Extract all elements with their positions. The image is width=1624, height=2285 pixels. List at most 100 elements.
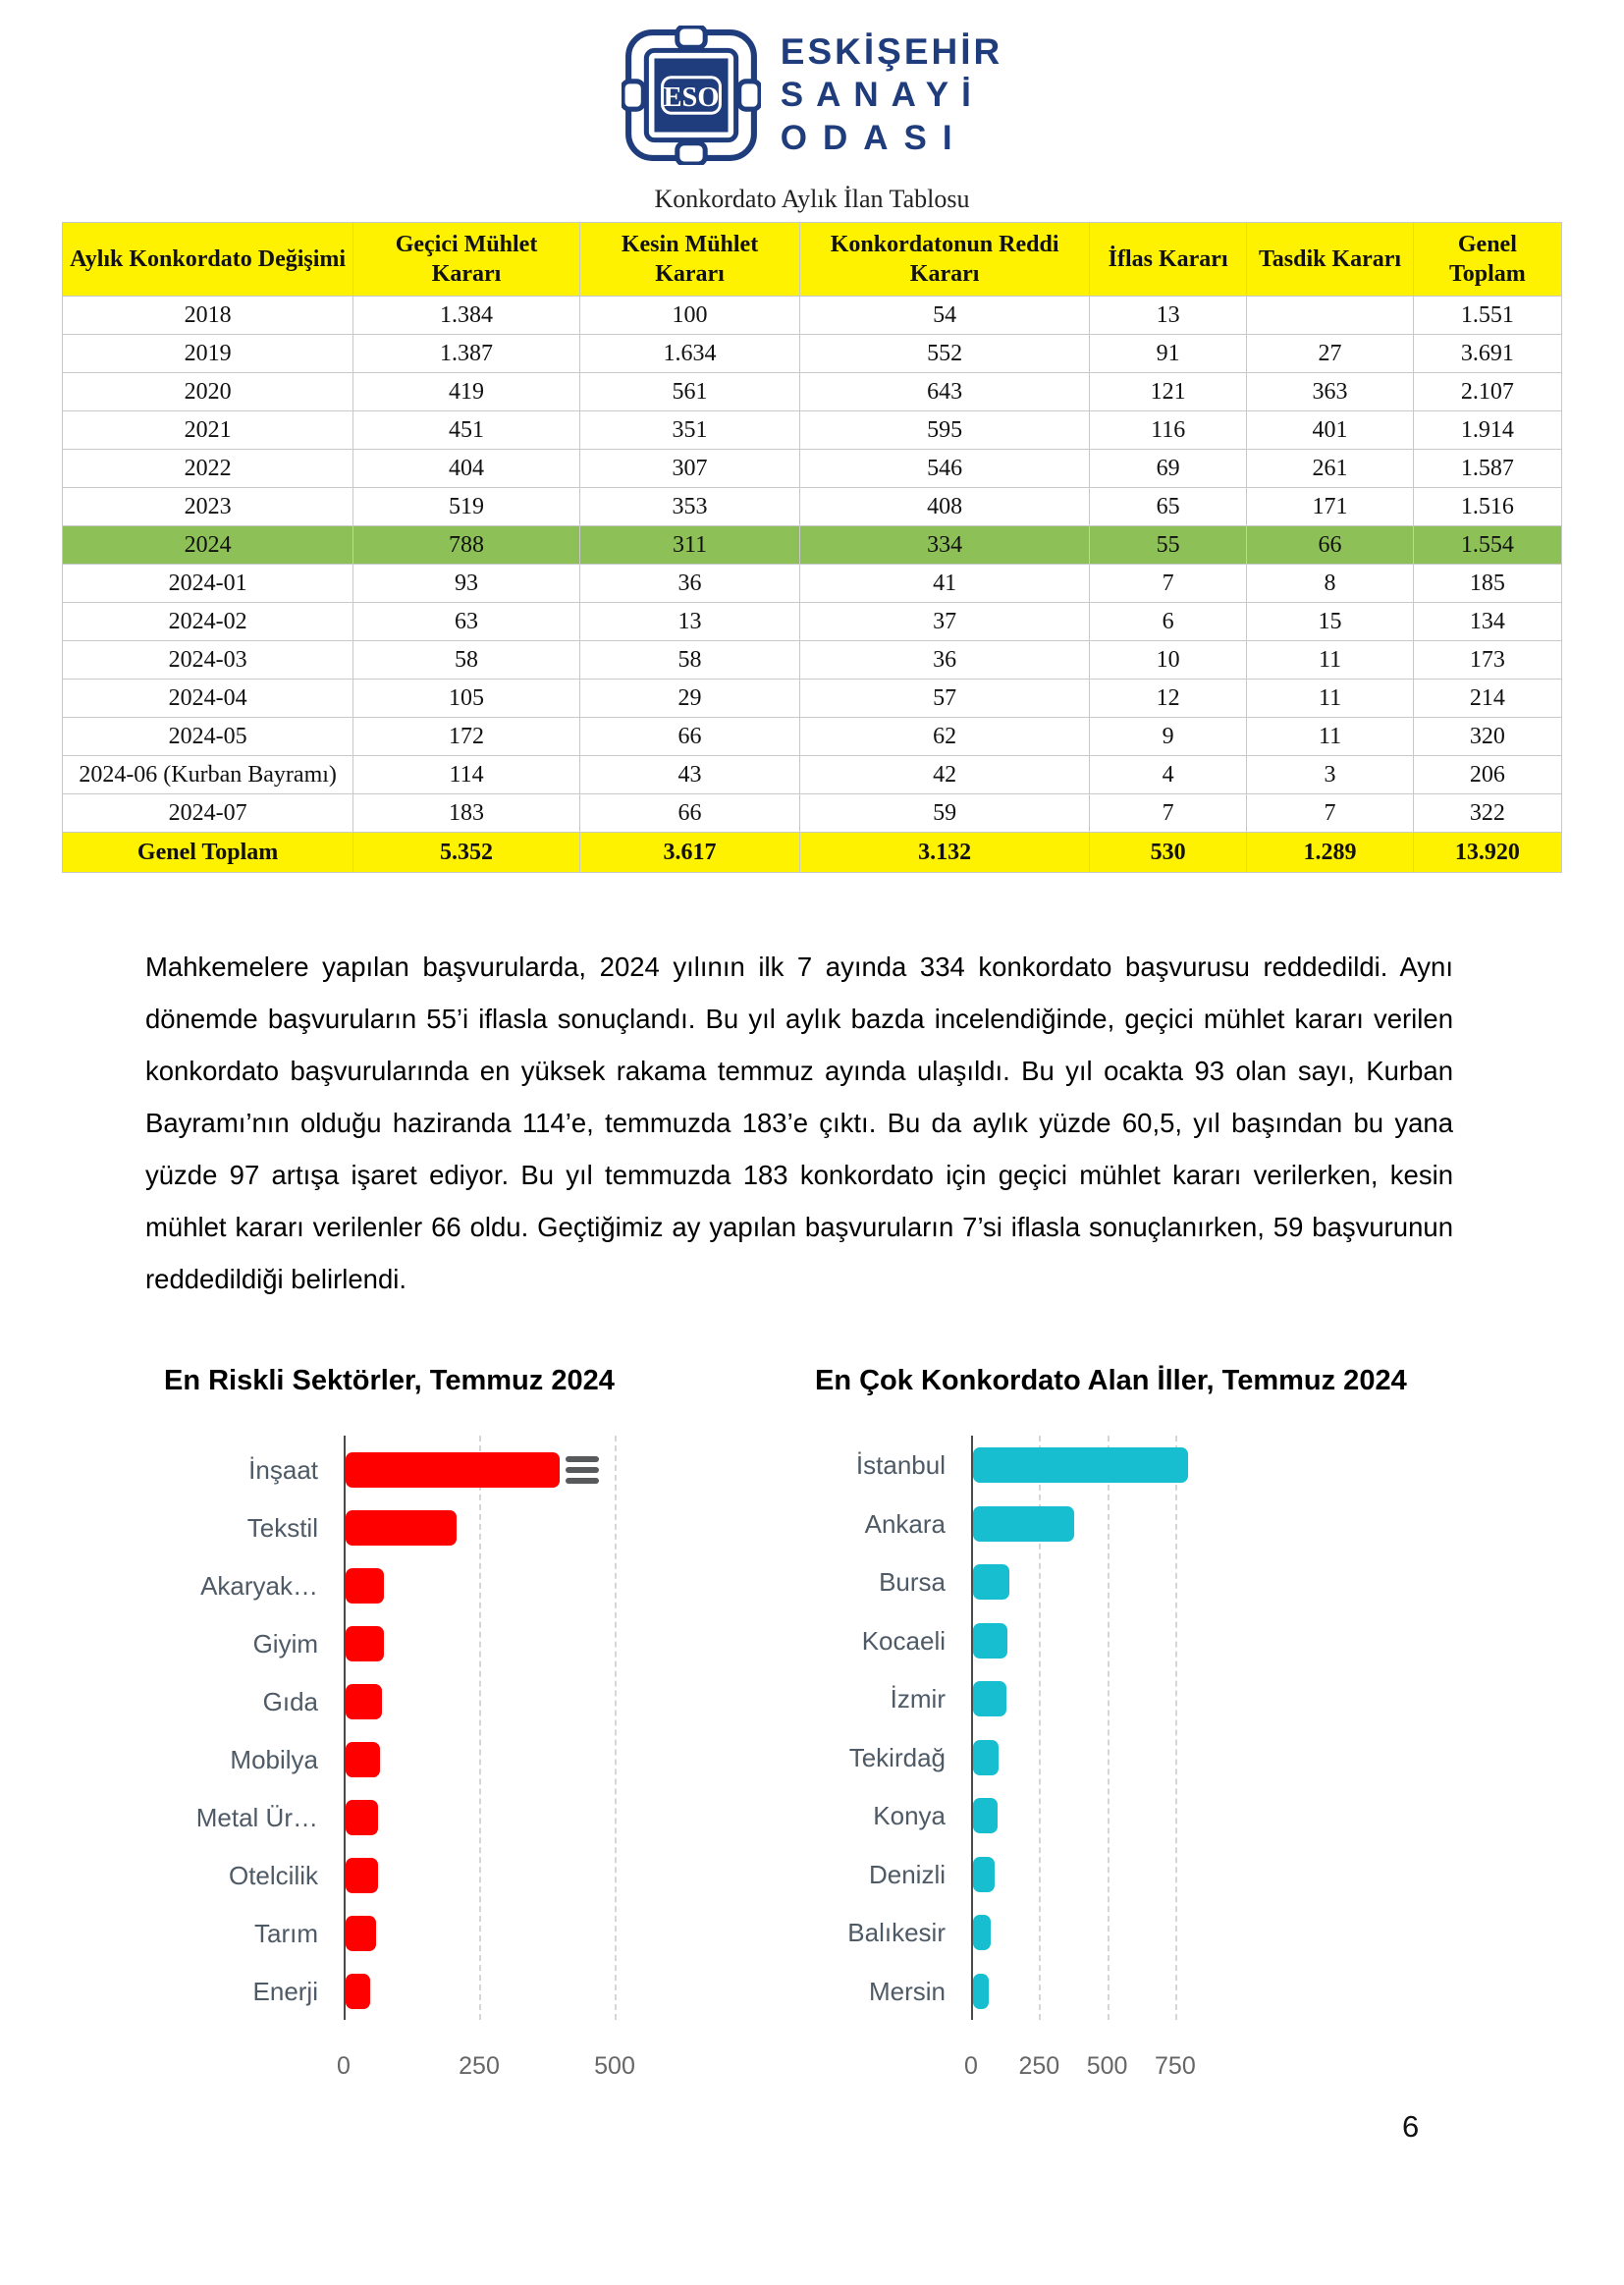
table-cell: 58 xyxy=(578,640,801,680)
x-tick-label: 0 xyxy=(964,2052,978,2080)
table-cell: 55 xyxy=(1088,525,1248,565)
table-row: Genel Toplam 5.352 3.617 3.132 530 1.289 13.92… xyxy=(61,832,1563,873)
table-cell: 13.920 xyxy=(1412,832,1563,873)
table-cell: 9 xyxy=(1088,717,1248,756)
table-cell: 1.634 xyxy=(578,334,801,373)
table-cell: 66 xyxy=(578,793,801,833)
table-cell: 183 xyxy=(352,793,580,833)
x-tick-label: 500 xyxy=(1086,2052,1128,2080)
table-row-label: 2023 xyxy=(61,487,354,526)
category-label: Mobilya xyxy=(230,1745,318,1774)
table-cell: 404 xyxy=(352,449,580,488)
bar-ankara xyxy=(973,1505,1074,1542)
table-row: 2024 788 311 334 55 66 1.554 xyxy=(61,525,1563,565)
table-row-label: 2024-05 xyxy=(61,717,354,756)
table-cell: 595 xyxy=(799,410,1090,450)
table-header-row: Aylık Konkordato Değişimi Geçici Mühlet K… xyxy=(61,222,1563,297)
x-tick-label: 0 xyxy=(337,2052,351,2080)
table-row: 2022 404 307 546 69 261 1.587 xyxy=(61,449,1563,488)
gridline xyxy=(1174,1436,1177,2020)
table-cell: 172 xyxy=(352,717,580,756)
table-row: 2021 451 351 595 116 401 1.914 xyxy=(61,410,1563,450)
table-row-label: 2022 xyxy=(61,449,354,488)
table-cell: 546 xyxy=(799,449,1090,488)
logo-line-3: ODASI xyxy=(780,119,968,157)
gridline xyxy=(479,1436,481,2020)
bar-kocaeli xyxy=(973,1622,1007,1659)
table-row: 2024-07 183 66 59 7 7 322 xyxy=(61,793,1563,833)
table-cell: 91 xyxy=(1088,334,1248,373)
bar-balıkesir xyxy=(973,1915,991,1950)
bar-bursa xyxy=(973,1564,1009,1600)
table-cell: 93 xyxy=(352,564,580,603)
gridline xyxy=(1039,1436,1042,2020)
table-cell: 36 xyxy=(799,640,1090,680)
table-row-label: 2024-06 (Kurban Bayramı) xyxy=(61,755,354,794)
table-cell: 5.352 xyxy=(352,832,580,873)
table-cell: 105 xyxy=(352,679,580,718)
table-cell: 1.387 xyxy=(352,334,580,373)
konkordato-monthly-table: Aylık Konkordato Değişimi Geçici Mühlet K… xyxy=(61,222,1563,873)
page-number: 6 xyxy=(1402,2109,1420,2144)
column-header: Tasdik Kararı xyxy=(1246,222,1414,297)
column-header: Geçici Mühlet Kararı xyxy=(352,222,580,297)
bar-tarım xyxy=(346,1916,376,1951)
table-cell: 1.384 xyxy=(352,296,580,335)
category-label: Enerji xyxy=(252,1977,318,2006)
table-cell: 351 xyxy=(578,410,801,450)
bar-i̇stanbul xyxy=(973,1447,1188,1483)
column-header: Genel Toplam xyxy=(1412,222,1563,297)
table-row-label: 2020 xyxy=(61,372,354,411)
column-header: İflas Kararı xyxy=(1088,222,1248,297)
table-cell: 121 xyxy=(1088,372,1248,411)
table-cell: 530 xyxy=(1088,832,1248,873)
category-label: Tekirdağ xyxy=(848,1742,946,1772)
bar-denizli xyxy=(973,1856,995,1892)
category-label: İzmir xyxy=(890,1684,946,1714)
table-cell: 11 xyxy=(1246,640,1414,680)
category-label: Bursa xyxy=(879,1567,946,1597)
x-axis-line xyxy=(344,1436,346,2020)
table-cell: 322 xyxy=(1412,793,1563,833)
table-cell: 353 xyxy=(578,487,801,526)
table-row-label: 2024-04 xyxy=(61,679,354,718)
logo-line-1: ESKİŞEHİR xyxy=(780,31,1003,72)
category-label: Otelcilik xyxy=(228,1861,318,1890)
table-cell: 58 xyxy=(352,640,580,680)
table-row-label: 2019 xyxy=(61,334,354,373)
table-cell: 401 xyxy=(1246,410,1414,450)
table-cell: 69 xyxy=(1088,449,1248,488)
category-label: Giyim xyxy=(252,1629,318,1659)
table-cell: 173 xyxy=(1412,640,1563,680)
x-axis-line xyxy=(971,1436,973,2020)
table-row-label: 2018 xyxy=(61,296,354,335)
table-row: 2024-01 93 36 41 7 8 185 xyxy=(61,564,1563,603)
column-header: Kesin Mühlet Kararı xyxy=(578,222,801,297)
table-cell: 334 xyxy=(799,525,1090,565)
bar-enerji xyxy=(346,1974,370,2009)
eso-logo: ESO ESKİŞEHİR SANAYİ ODASI xyxy=(0,26,1624,165)
city-chart-title: En Çok Konkordato Alan İller, Temmuz 202… xyxy=(815,1365,1407,1396)
table-row: 2024-05 172 66 62 9 11 320 xyxy=(61,717,1563,756)
table-cell: 66 xyxy=(578,717,801,756)
table-cell: 63 xyxy=(352,602,580,641)
table-cell: 54 xyxy=(799,296,1090,335)
logo-line-2: SANAYİ xyxy=(780,76,984,114)
sector-chart-title: En Riskli Sektörler, Temmuz 2024 xyxy=(164,1365,615,1396)
chart-menu-icon[interactable] xyxy=(566,1456,599,1484)
table-cell: 7 xyxy=(1088,564,1248,603)
table-title: Konkordato Aylık İlan Tablosu xyxy=(654,185,970,213)
table-cell: 65 xyxy=(1088,487,1248,526)
table-cell: 206 xyxy=(1412,755,1563,794)
category-label: İnşaat xyxy=(248,1455,318,1485)
category-label: İstanbul xyxy=(855,1450,946,1480)
table-cell: 100 xyxy=(578,296,801,335)
table-cell: 311 xyxy=(578,525,801,565)
table-cell: 59 xyxy=(799,793,1090,833)
table-cell: 419 xyxy=(352,372,580,411)
table-cell: 519 xyxy=(352,487,580,526)
table-cell: 7 xyxy=(1246,793,1414,833)
bar-mersin xyxy=(973,1973,989,2009)
table-row-label: 2024-07 xyxy=(61,793,354,833)
